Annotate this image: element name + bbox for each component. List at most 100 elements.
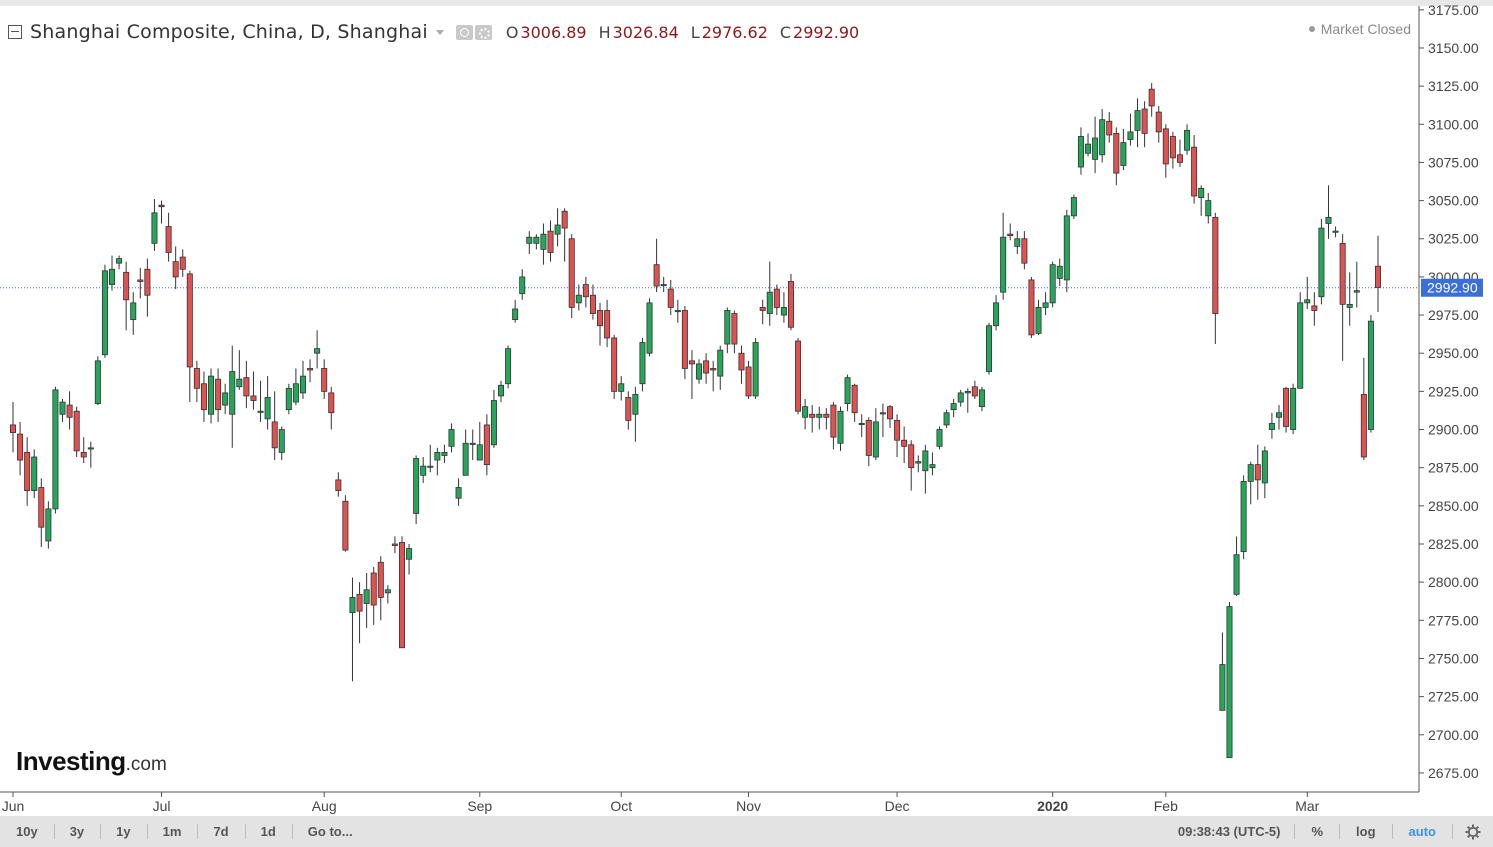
candle[interactable] <box>674 299 681 323</box>
candle[interactable] <box>1360 357 1367 461</box>
candle[interactable] <box>1325 185 1332 239</box>
candle[interactable] <box>384 585 391 604</box>
candle[interactable] <box>780 292 787 323</box>
candle[interactable] <box>1155 105 1162 143</box>
candle[interactable] <box>1021 231 1028 270</box>
candle[interactable] <box>872 408 879 461</box>
candle[interactable] <box>582 276 589 308</box>
candle[interactable] <box>681 305 688 380</box>
candle[interactable] <box>116 255 123 270</box>
candle[interactable] <box>1077 127 1084 175</box>
candle[interactable] <box>922 444 929 494</box>
candle[interactable] <box>1219 632 1226 711</box>
candle[interactable] <box>632 386 639 442</box>
candle[interactable] <box>993 295 1000 331</box>
auto-scale-button[interactable]: auto <box>1408 824 1436 839</box>
candle[interactable] <box>299 360 306 399</box>
candle[interactable] <box>915 455 922 473</box>
collapse-icon[interactable] <box>8 25 22 39</box>
candle[interactable] <box>773 284 780 316</box>
candle[interactable] <box>1261 446 1268 499</box>
symbol-title[interactable]: Shanghai Composite, China, D, Shanghai <box>30 21 428 43</box>
candle[interactable] <box>45 501 52 549</box>
candle[interactable] <box>38 478 45 548</box>
candle[interactable] <box>950 399 957 418</box>
candle[interactable] <box>908 440 915 491</box>
candle[interactable] <box>335 472 342 497</box>
candle[interactable] <box>696 359 703 384</box>
range-7d-button[interactable]: 7d <box>197 816 244 847</box>
candle[interactable] <box>342 495 349 552</box>
candle[interactable] <box>667 279 674 316</box>
candle[interactable] <box>858 414 865 438</box>
candle[interactable] <box>1049 261 1056 308</box>
candle[interactable] <box>802 399 809 430</box>
candle[interactable] <box>1247 461 1254 505</box>
candle[interactable] <box>406 543 413 575</box>
candle[interactable] <box>285 383 292 415</box>
candle[interactable] <box>1346 272 1353 326</box>
range-10y-button[interactable]: 10y <box>16 824 38 839</box>
candle[interactable] <box>264 376 271 430</box>
candle[interactable] <box>1240 475 1247 560</box>
candle[interactable] <box>1367 315 1374 433</box>
candle[interactable] <box>490 389 497 448</box>
candle[interactable] <box>1332 226 1339 238</box>
candle[interactable] <box>1141 101 1148 148</box>
candle[interactable] <box>356 582 363 644</box>
candle[interactable] <box>1353 261 1360 308</box>
candle[interactable] <box>349 577 356 682</box>
candle[interactable] <box>526 231 533 255</box>
candle[interactable] <box>886 405 893 428</box>
candle[interactable] <box>1127 113 1134 146</box>
candle[interactable] <box>1339 234 1346 361</box>
candle[interactable] <box>109 255 116 291</box>
candle[interactable] <box>59 399 66 422</box>
candle[interactable] <box>1290 383 1297 435</box>
candle[interactable] <box>505 345 512 389</box>
candle[interactable] <box>611 334 618 399</box>
candle[interactable] <box>151 199 158 251</box>
candle[interactable] <box>823 408 830 430</box>
candle[interactable] <box>752 337 759 399</box>
candle[interactable] <box>1283 386 1290 433</box>
candle[interactable] <box>31 449 38 499</box>
candle[interactable] <box>87 441 94 468</box>
log-scale-button[interactable]: log <box>1356 824 1376 839</box>
candle[interactable] <box>1233 536 1240 596</box>
candle[interactable] <box>1099 109 1106 163</box>
range-3y-button[interactable]: 3y <box>53 816 100 847</box>
candle[interactable] <box>1028 276 1035 338</box>
candle[interactable] <box>427 444 434 473</box>
candle[interactable] <box>165 212 172 262</box>
candle[interactable] <box>894 414 901 457</box>
candle[interactable] <box>66 391 73 430</box>
eye-icon[interactable] <box>455 24 473 40</box>
candle[interactable] <box>717 345 724 390</box>
gear-icon[interactable] <box>1453 816 1493 847</box>
candle[interactable] <box>1169 131 1176 169</box>
candle[interactable] <box>420 456 427 483</box>
candle[interactable] <box>1000 212 1007 300</box>
candle[interactable] <box>589 284 596 320</box>
candle[interactable] <box>512 299 519 323</box>
candle[interactable] <box>1085 133 1092 157</box>
candle[interactable] <box>434 447 441 476</box>
candle[interactable] <box>809 405 816 433</box>
candle[interactable] <box>1120 128 1127 171</box>
candle[interactable] <box>1297 292 1304 389</box>
candle[interactable] <box>936 426 943 450</box>
candle[interactable] <box>1092 116 1099 174</box>
candle[interactable] <box>1056 258 1063 287</box>
candle[interactable] <box>540 223 547 265</box>
candle[interactable] <box>547 220 554 262</box>
candle[interactable] <box>533 234 540 250</box>
candle[interactable] <box>94 356 101 406</box>
candle[interactable] <box>236 350 243 390</box>
candle[interactable] <box>292 368 299 406</box>
candle[interactable] <box>646 298 653 357</box>
candle[interactable] <box>971 380 978 399</box>
candle[interactable] <box>929 452 936 476</box>
candle[interactable] <box>978 386 985 412</box>
range-1m-button[interactable]: 1m <box>146 816 198 847</box>
